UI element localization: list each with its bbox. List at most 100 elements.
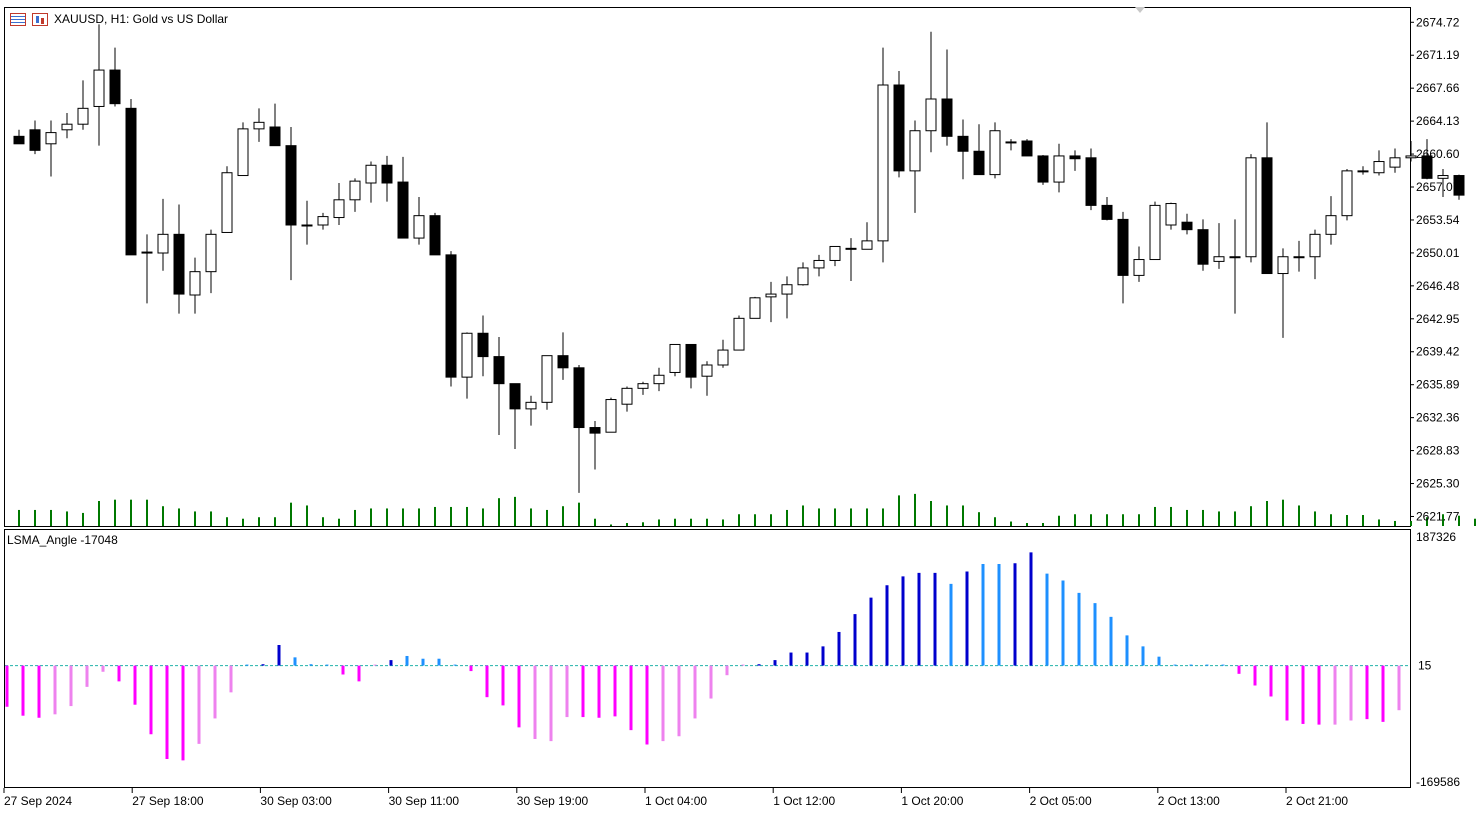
candle[interactable] (445, 251, 457, 387)
candle[interactable] (1373, 150, 1385, 176)
candle[interactable] (221, 166, 233, 233)
candle[interactable] (525, 395, 537, 426)
candle[interactable] (653, 367, 665, 392)
candle[interactable] (253, 108, 265, 142)
candle[interactable] (365, 161, 377, 203)
candle[interactable] (157, 198, 169, 271)
candle[interactable] (749, 296, 761, 319)
candle[interactable] (93, 24, 105, 146)
candle[interactable] (1053, 143, 1065, 193)
chart-menu-icon[interactable] (10, 12, 26, 26)
candle[interactable] (573, 365, 585, 493)
time-tick-label: 30 Sep 11:00 (389, 794, 460, 808)
candle[interactable] (557, 332, 569, 380)
candle[interactable] (45, 120, 57, 177)
candle[interactable] (781, 276, 793, 319)
candlesticks[interactable] (13, 24, 1465, 493)
candle[interactable] (477, 315, 489, 377)
candle[interactable] (813, 254, 825, 277)
candle[interactable] (1133, 246, 1145, 282)
candle[interactable] (685, 343, 697, 389)
candle[interactable] (893, 71, 905, 178)
candle[interactable] (61, 113, 73, 139)
candle[interactable] (957, 119, 969, 180)
candle-body (557, 355, 569, 369)
candle[interactable] (1293, 240, 1305, 272)
candle[interactable] (733, 315, 745, 351)
candle[interactable] (1181, 213, 1193, 235)
candle[interactable] (1357, 166, 1369, 175)
candle-body (1165, 203, 1177, 226)
candle[interactable] (301, 200, 313, 245)
candle[interactable] (141, 234, 153, 304)
candle[interactable] (1149, 201, 1161, 261)
candle[interactable] (1389, 148, 1401, 173)
candle-body (957, 135, 969, 152)
candle[interactable] (925, 31, 937, 153)
candle[interactable] (1021, 139, 1033, 157)
candle[interactable] (637, 381, 649, 395)
candle[interactable] (541, 355, 553, 410)
candle-body (685, 343, 697, 378)
chart-type-icon[interactable] (32, 12, 48, 26)
candle[interactable] (1229, 219, 1241, 314)
candle[interactable] (29, 120, 41, 155)
candle[interactable] (669, 343, 681, 377)
candle[interactable] (861, 222, 873, 250)
candle[interactable] (1165, 202, 1177, 230)
scroll-marker-icon[interactable] (1135, 7, 1145, 13)
candle[interactable] (1069, 150, 1081, 171)
candle[interactable] (429, 212, 441, 256)
candle[interactable] (797, 262, 809, 286)
candle[interactable] (621, 386, 633, 412)
candle[interactable] (1101, 197, 1113, 221)
candle[interactable] (941, 49, 953, 146)
candle[interactable] (285, 127, 297, 281)
candle[interactable] (989, 122, 1001, 179)
candle[interactable] (461, 332, 473, 399)
candle[interactable] (1085, 148, 1097, 211)
candle[interactable] (765, 281, 777, 323)
candle[interactable] (1117, 211, 1129, 304)
candle[interactable] (237, 122, 249, 177)
candle[interactable] (125, 99, 137, 256)
candle[interactable] (333, 183, 345, 225)
candle[interactable] (1405, 141, 1417, 162)
candle[interactable] (413, 197, 425, 245)
candle[interactable] (1005, 139, 1017, 151)
candle[interactable] (1213, 223, 1225, 269)
candle[interactable] (317, 212, 329, 230)
candle[interactable] (845, 238, 857, 281)
candle[interactable] (493, 337, 505, 435)
candle[interactable] (1197, 219, 1209, 271)
candle[interactable] (189, 257, 201, 314)
candle[interactable] (381, 155, 393, 202)
candle[interactable] (1245, 154, 1257, 263)
candle[interactable] (1277, 248, 1289, 338)
candle[interactable] (829, 245, 841, 267)
candle[interactable] (589, 421, 601, 470)
candle[interactable] (909, 120, 921, 213)
candle[interactable] (173, 204, 185, 314)
candle[interactable] (1309, 229, 1321, 280)
candle[interactable] (109, 47, 121, 107)
candle[interactable] (269, 103, 281, 147)
candle[interactable] (77, 80, 89, 130)
candle[interactable] (397, 156, 409, 239)
candle[interactable] (717, 339, 729, 368)
candle[interactable] (1341, 169, 1353, 221)
candle[interactable] (1037, 155, 1049, 185)
candle[interactable] (877, 47, 889, 263)
candle[interactable] (205, 229, 217, 294)
candle[interactable] (13, 129, 25, 145)
candle[interactable] (605, 397, 617, 433)
candle[interactable] (349, 178, 361, 212)
candle[interactable] (1453, 174, 1465, 200)
candle[interactable] (1261, 122, 1273, 275)
candle[interactable] (1437, 169, 1449, 197)
candle[interactable] (701, 361, 713, 396)
candle[interactable] (1421, 139, 1433, 180)
candle[interactable] (509, 383, 521, 449)
candle[interactable] (973, 124, 985, 176)
candle[interactable] (1325, 196, 1337, 245)
